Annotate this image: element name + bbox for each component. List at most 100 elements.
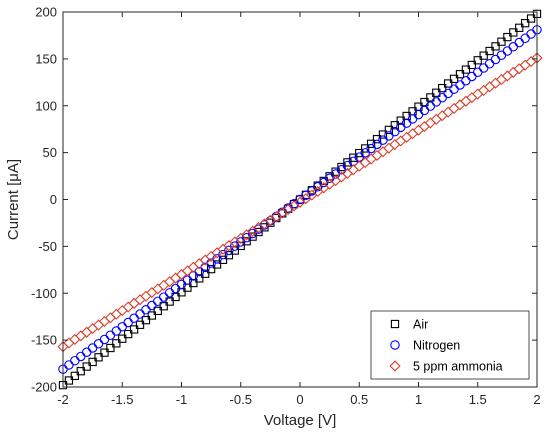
data-point: [201, 269, 210, 278]
data-point: [330, 169, 341, 179]
data-point: [442, 106, 454, 118]
data-point: [81, 347, 92, 357]
data-point: [69, 333, 81, 346]
x-tick-label: -1.5: [111, 392, 133, 407]
data-point: [189, 278, 198, 288]
data-point: [485, 46, 494, 56]
data-point: [195, 274, 204, 283]
data-point: [402, 111, 411, 121]
data-point: [140, 290, 152, 302]
data-point: [507, 66, 519, 78]
data-point: [349, 153, 358, 162]
data-point: [443, 88, 453, 99]
x-tick-label: -1: [176, 392, 188, 407]
data-point: [490, 54, 501, 65]
data-point: [100, 348, 109, 357]
data-point: [473, 56, 482, 65]
data-point: [224, 251, 234, 260]
data-point: [437, 92, 447, 103]
data-point: [236, 241, 245, 251]
data-point: [128, 297, 140, 309]
data-point: [401, 131, 413, 143]
data-point: [461, 65, 471, 74]
data-point: [467, 60, 476, 70]
data-point: [353, 160, 365, 172]
y-tick-label: 100: [35, 98, 57, 113]
data-point: [377, 146, 389, 158]
data-point: [153, 306, 162, 316]
data-point: [424, 117, 436, 129]
plot-area: [57, 9, 543, 390]
data-point: [491, 42, 500, 51]
data-point: [165, 297, 174, 306]
legend-marker: [389, 360, 401, 372]
data-point: [519, 59, 531, 71]
data-point: [438, 83, 447, 93]
data-point: [212, 260, 222, 269]
data-point: [508, 42, 519, 52]
data-point: [175, 268, 188, 281]
data-point: [449, 84, 459, 94]
data-point: [432, 88, 441, 97]
data-point: [526, 14, 536, 23]
y-tick-label: 200: [35, 5, 57, 20]
data-point: [99, 334, 110, 345]
data-point: [384, 131, 394, 141]
data-point: [118, 334, 127, 343]
x-tick-label: 2: [533, 392, 540, 407]
data-point: [111, 326, 122, 336]
data-point: [104, 312, 116, 324]
y-tick-label: 150: [35, 51, 57, 66]
legend: Air Nitrogen 5 ppm ammonia: [370, 310, 530, 380]
legend-marker: [390, 319, 400, 329]
series-2: [57, 52, 543, 353]
data-point: [271, 211, 282, 222]
legend-box: [370, 310, 530, 380]
data-point: [430, 113, 442, 125]
data-point: [390, 121, 399, 130]
data-point: [122, 301, 134, 313]
data-point: [141, 316, 151, 325]
data-point: [466, 92, 478, 104]
series-1: [58, 25, 542, 374]
data-point: [366, 139, 376, 148]
data-point: [502, 46, 513, 56]
data-point: [98, 315, 111, 327]
data-point: [372, 139, 382, 150]
y-axis-label: Current [μA]: [5, 159, 22, 240]
data-point: [407, 114, 418, 124]
data-point: [372, 135, 382, 144]
data-point: [478, 84, 490, 96]
data-point: [181, 265, 194, 277]
y-tick-label: 50: [43, 145, 57, 160]
data-point: [134, 294, 146, 306]
data-point: [355, 148, 364, 158]
data-point: [116, 305, 128, 317]
data-point: [159, 302, 168, 311]
data-point: [147, 300, 157, 311]
data-point: [64, 360, 74, 370]
data-point: [75, 330, 87, 342]
data-point: [129, 325, 139, 334]
data-point: [295, 195, 305, 204]
data-point: [461, 75, 471, 86]
data-point: [182, 275, 193, 285]
data-point: [82, 362, 91, 371]
data-point: [359, 157, 371, 169]
data-point: [396, 116, 405, 125]
y-tick-label: 0: [50, 192, 57, 207]
data-point: [412, 124, 425, 136]
x-axis-label: Voltage [V]: [264, 412, 337, 429]
data-point: [525, 55, 537, 68]
data-point: [76, 367, 85, 376]
data-point: [449, 74, 459, 83]
data-point: [513, 63, 525, 75]
data-point: [361, 144, 370, 153]
data-point: [384, 125, 394, 135]
data-point: [88, 357, 97, 367]
data-point: [378, 130, 388, 139]
data-point: [206, 258, 216, 268]
data-point: [455, 80, 465, 90]
data-point: [478, 63, 489, 73]
